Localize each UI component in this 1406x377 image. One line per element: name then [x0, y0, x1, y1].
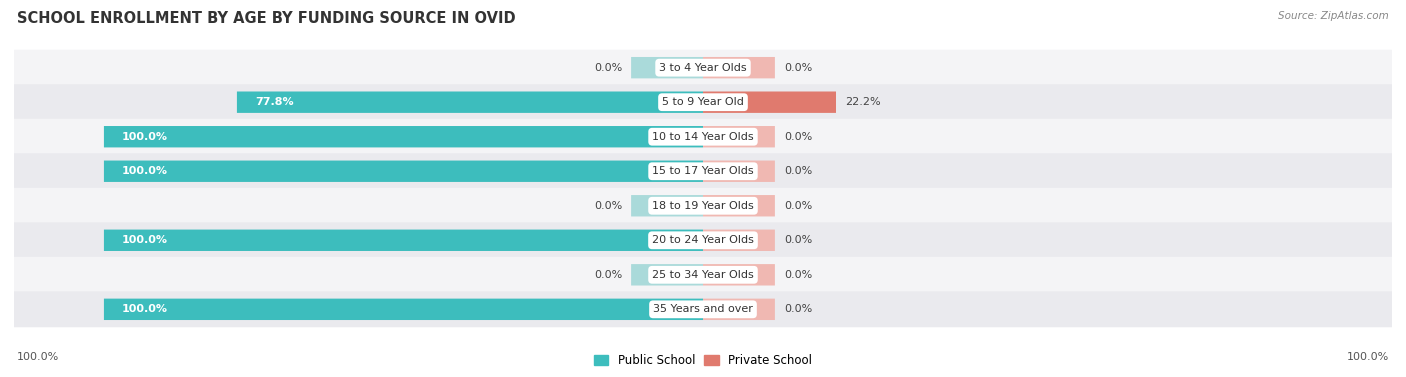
- Text: Source: ZipAtlas.com: Source: ZipAtlas.com: [1278, 11, 1389, 21]
- FancyBboxPatch shape: [703, 299, 775, 320]
- Text: 22.2%: 22.2%: [845, 97, 880, 107]
- Text: 0.0%: 0.0%: [593, 63, 621, 73]
- Text: 5 to 9 Year Old: 5 to 9 Year Old: [662, 97, 744, 107]
- FancyBboxPatch shape: [631, 57, 703, 78]
- FancyBboxPatch shape: [703, 161, 775, 182]
- FancyBboxPatch shape: [14, 50, 1392, 86]
- FancyBboxPatch shape: [14, 222, 1392, 258]
- Text: 35 Years and over: 35 Years and over: [652, 304, 754, 314]
- FancyBboxPatch shape: [703, 92, 837, 113]
- FancyBboxPatch shape: [631, 264, 703, 285]
- FancyBboxPatch shape: [703, 57, 775, 78]
- FancyBboxPatch shape: [238, 92, 703, 113]
- FancyBboxPatch shape: [104, 299, 703, 320]
- FancyBboxPatch shape: [14, 188, 1392, 224]
- Text: 20 to 24 Year Olds: 20 to 24 Year Olds: [652, 235, 754, 245]
- Text: 18 to 19 Year Olds: 18 to 19 Year Olds: [652, 201, 754, 211]
- Text: 0.0%: 0.0%: [785, 132, 813, 142]
- FancyBboxPatch shape: [104, 161, 703, 182]
- Text: 0.0%: 0.0%: [785, 304, 813, 314]
- FancyBboxPatch shape: [703, 230, 775, 251]
- Text: 0.0%: 0.0%: [593, 270, 621, 280]
- FancyBboxPatch shape: [14, 257, 1392, 293]
- FancyBboxPatch shape: [14, 153, 1392, 189]
- Text: SCHOOL ENROLLMENT BY AGE BY FUNDING SOURCE IN OVID: SCHOOL ENROLLMENT BY AGE BY FUNDING SOUR…: [17, 11, 516, 26]
- Text: 100.0%: 100.0%: [17, 352, 59, 362]
- FancyBboxPatch shape: [631, 195, 703, 216]
- Text: 0.0%: 0.0%: [785, 235, 813, 245]
- Text: 10 to 14 Year Olds: 10 to 14 Year Olds: [652, 132, 754, 142]
- Text: 0.0%: 0.0%: [785, 63, 813, 73]
- FancyBboxPatch shape: [104, 126, 703, 147]
- Text: 0.0%: 0.0%: [785, 270, 813, 280]
- Text: 100.0%: 100.0%: [122, 304, 167, 314]
- Text: 15 to 17 Year Olds: 15 to 17 Year Olds: [652, 166, 754, 176]
- Text: 100.0%: 100.0%: [122, 166, 167, 176]
- FancyBboxPatch shape: [703, 264, 775, 285]
- Text: 25 to 34 Year Olds: 25 to 34 Year Olds: [652, 270, 754, 280]
- Text: 100.0%: 100.0%: [122, 132, 167, 142]
- Text: 0.0%: 0.0%: [785, 166, 813, 176]
- FancyBboxPatch shape: [14, 119, 1392, 155]
- Text: 100.0%: 100.0%: [122, 235, 167, 245]
- Text: 100.0%: 100.0%: [1347, 352, 1389, 362]
- Text: 77.8%: 77.8%: [254, 97, 294, 107]
- Text: 0.0%: 0.0%: [785, 201, 813, 211]
- FancyBboxPatch shape: [703, 195, 775, 216]
- Text: 0.0%: 0.0%: [593, 201, 621, 211]
- FancyBboxPatch shape: [14, 84, 1392, 120]
- FancyBboxPatch shape: [703, 126, 775, 147]
- Legend: Public School, Private School: Public School, Private School: [589, 349, 817, 372]
- FancyBboxPatch shape: [14, 291, 1392, 327]
- Text: 3 to 4 Year Olds: 3 to 4 Year Olds: [659, 63, 747, 73]
- FancyBboxPatch shape: [104, 230, 703, 251]
